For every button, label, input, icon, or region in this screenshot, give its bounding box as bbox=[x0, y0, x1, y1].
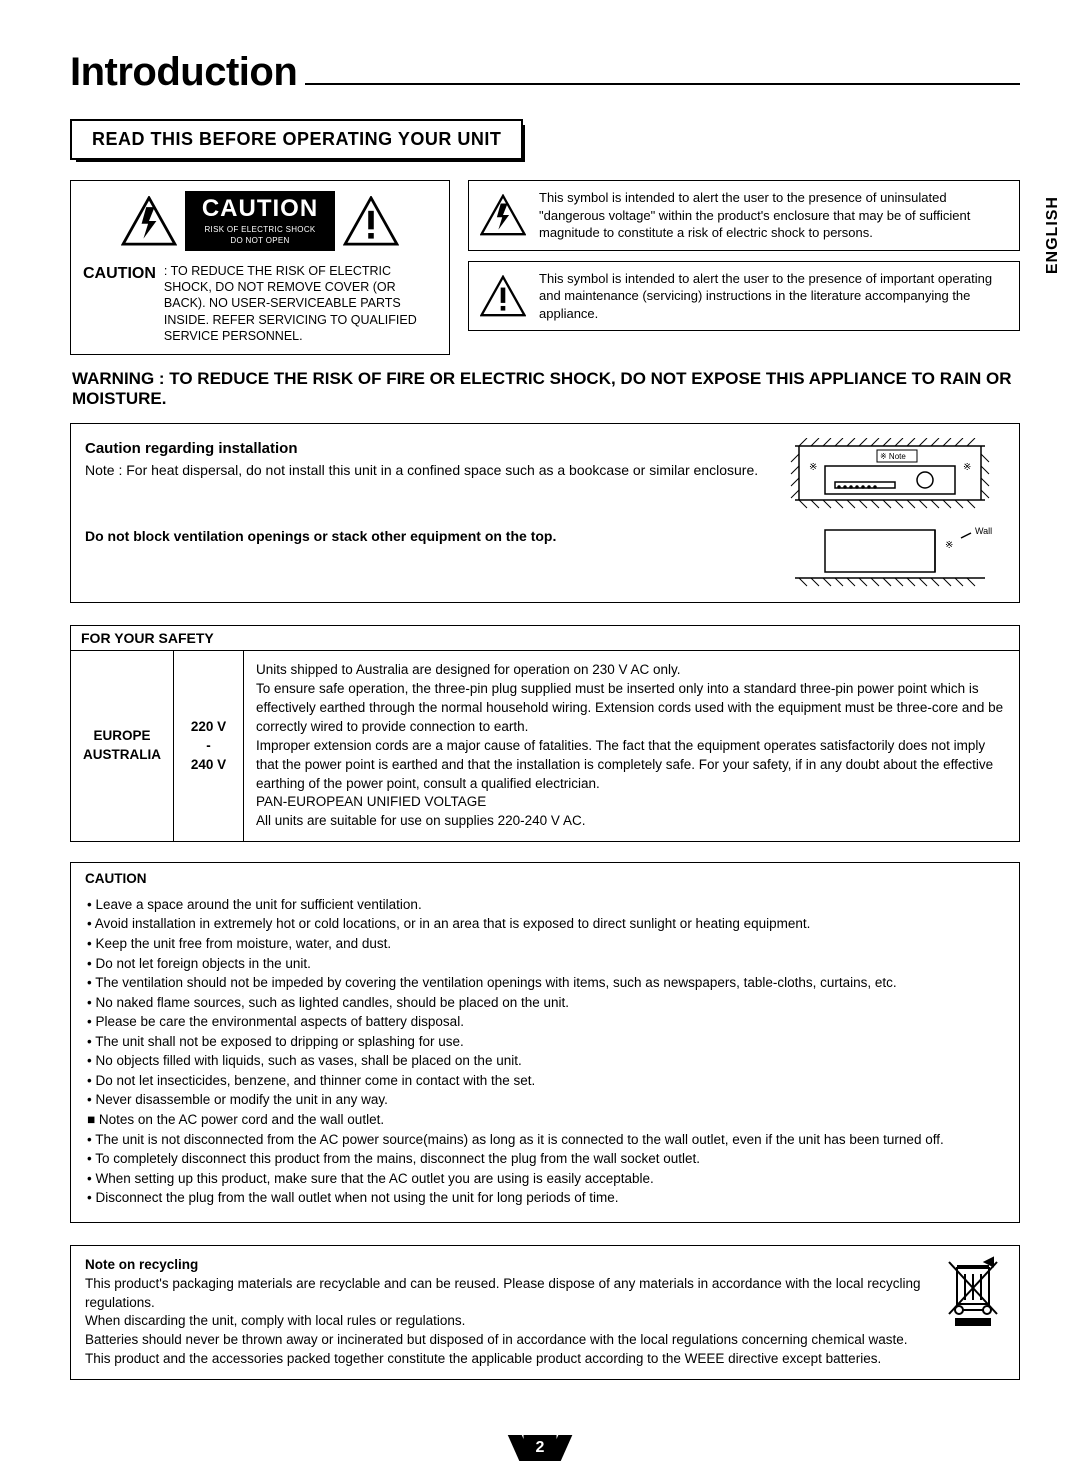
install-text: Caution regarding installation Note : Fo… bbox=[85, 438, 765, 588]
section-heading: READ THIS BEFORE OPERATING YOUR UNIT bbox=[70, 119, 523, 160]
language-tab: ENGLISH bbox=[1044, 196, 1062, 274]
page-title: Introduction bbox=[70, 50, 297, 95]
caution-list-heading: CAUTION bbox=[85, 869, 1005, 889]
caution-label-plate: CAUTION RISK OF ELECTRIC SHOCK DO NOT OP… bbox=[185, 191, 335, 251]
caution-text-label: CAUTION bbox=[83, 263, 156, 344]
caution-list-item: • No naked flame sources, such as lighte… bbox=[85, 993, 1005, 1013]
symbol-excl-text: This symbol is intended to alert the use… bbox=[539, 270, 1009, 323]
diagram-mark-l: ※ bbox=[809, 462, 817, 473]
recycle-heading: Note on recycling bbox=[85, 1256, 929, 1275]
caution-list-item: • Disconnect the plug from the wall outl… bbox=[85, 1188, 1005, 1208]
install-bold: Do not block ventilation openings or sta… bbox=[85, 527, 765, 547]
plate-big: CAUTION bbox=[189, 193, 331, 225]
diagram-mark-r: ※ bbox=[963, 462, 971, 473]
caution-plate-box: CAUTION RISK OF ELECTRIC SHOCK DO NOT OP… bbox=[70, 180, 450, 355]
caution-list-item: • No objects filled with liquids, such a… bbox=[85, 1051, 1005, 1071]
symbols-row: CAUTION RISK OF ELECTRIC SHOCK DO NOT OP… bbox=[70, 180, 1020, 355]
weee-icon bbox=[945, 1256, 1005, 1369]
diagram-note-label: ※ Note bbox=[880, 452, 906, 461]
plate-line1: RISK OF ELECTRIC SHOCK bbox=[189, 225, 331, 236]
caution-text-body: : TO REDUCE THE RISK OF ELECTRIC SHOCK, … bbox=[164, 263, 437, 344]
title-rule bbox=[305, 83, 1020, 85]
page-number: 2 bbox=[524, 1435, 557, 1461]
caution-list-item: • The unit shall not be exposed to dripp… bbox=[85, 1032, 1005, 1052]
caution-list-item: • Keep the unit free from moisture, wate… bbox=[85, 934, 1005, 954]
diagram-mark-b: ※ bbox=[945, 540, 953, 551]
caution-list-item: • Never disassemble or modify the unit i… bbox=[85, 1090, 1005, 1110]
symbol-bolt-text: This symbol is intended to alert the use… bbox=[539, 189, 1009, 242]
recycle-text: Note on recycling This product's packagi… bbox=[85, 1256, 929, 1369]
install-box: Caution regarding installation Note : Fo… bbox=[70, 423, 1020, 603]
caution-text: CAUTION : TO REDUCE THE RISK OF ELECTRIC… bbox=[83, 263, 437, 344]
caution-list-item: • Do not let foreign objects in the unit… bbox=[85, 954, 1005, 974]
caution-plate: CAUTION RISK OF ELECTRIC SHOCK DO NOT OP… bbox=[83, 191, 437, 251]
install-note: Note : For heat dispersal, do not instal… bbox=[85, 461, 765, 481]
bolt-triangle-icon bbox=[479, 189, 527, 242]
symbol-descriptions: This symbol is intended to alert the use… bbox=[468, 180, 1020, 355]
caution-list-box: CAUTION • Leave a space around the unit … bbox=[70, 862, 1020, 1223]
bolt-triangle-icon bbox=[121, 196, 177, 246]
caution-list-item: • The ventilation should not be impeded … bbox=[85, 973, 1005, 993]
safety-table: FOR YOUR SAFETY EUROPE AUSTRALIA 220 V -… bbox=[70, 625, 1020, 842]
warning-line: WARNING : TO REDUCE THE RISK OF FIRE OR … bbox=[72, 369, 1020, 409]
symbol-excl-row: This symbol is intended to alert the use… bbox=[468, 261, 1020, 332]
safety-text: Units shipped to Australia are designed … bbox=[244, 651, 1019, 841]
caution-list-item: • Avoid installation in extremely hot or… bbox=[85, 914, 1005, 934]
warning-text: : TO REDUCE THE RISK OF FIRE OR ELECTRIC… bbox=[72, 369, 1011, 408]
safety-body: EUROPE AUSTRALIA 220 V - 240 V Units shi… bbox=[71, 651, 1019, 841]
caution-list-item: • To completely disconnect this product … bbox=[85, 1149, 1005, 1169]
diagram-wall-label: Wall bbox=[975, 526, 992, 536]
safety-region: EUROPE AUSTRALIA bbox=[71, 651, 174, 841]
caution-list-item: • Leave a space around the unit for suff… bbox=[85, 895, 1005, 915]
title-row: Introduction bbox=[70, 50, 1020, 95]
caution-list-item: ■ Notes on the AC power cord and the wal… bbox=[85, 1110, 1005, 1130]
safety-voltage: 220 V - 240 V bbox=[174, 651, 244, 841]
caution-list: • Leave a space around the unit for suff… bbox=[85, 895, 1005, 1208]
caution-list-item: • The unit is not disconnected from the … bbox=[85, 1130, 1005, 1150]
exclaim-triangle-icon bbox=[343, 196, 399, 246]
warning-label: WARNING bbox=[72, 369, 154, 388]
caution-list-item: • When setting up this product, make sur… bbox=[85, 1169, 1005, 1189]
recycle-body: This product's packaging materials are r… bbox=[85, 1275, 929, 1369]
install-diagram: ※ Note ※ ※ ※ Wall bbox=[785, 438, 1005, 588]
recycle-box: Note on recycling This product's packagi… bbox=[70, 1245, 1020, 1380]
caution-list-item: • Do not let insecticides, benzene, and … bbox=[85, 1071, 1005, 1091]
caution-list-item: • Please be care the environmental aspec… bbox=[85, 1012, 1005, 1032]
exclaim-triangle-icon bbox=[479, 270, 527, 323]
symbol-bolt-row: This symbol is intended to alert the use… bbox=[468, 180, 1020, 251]
safety-heading: FOR YOUR SAFETY bbox=[71, 626, 1019, 651]
install-heading: Caution regarding installation bbox=[85, 438, 765, 459]
plate-line2: DO NOT OPEN bbox=[189, 236, 331, 247]
